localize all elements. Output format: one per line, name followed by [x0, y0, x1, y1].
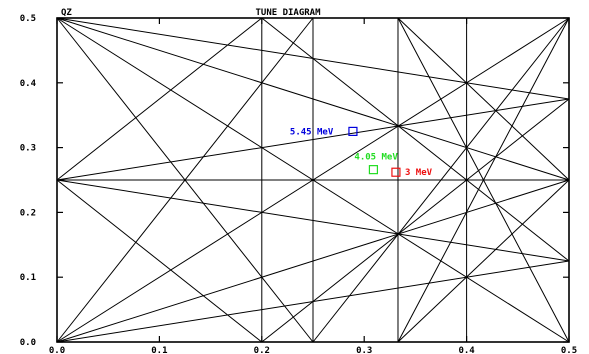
resonance-line-15 [56, 179, 263, 343]
y-tick-label: 0.0 [20, 338, 36, 348]
resonance-line-17 [397, 179, 570, 343]
x-tick-label: 0.0 [49, 346, 65, 354]
resonance-line-18 [397, 17, 570, 181]
resonance-line-12 [56, 179, 570, 262]
resonance-line-13 [56, 98, 570, 181]
resonance-line-6 [56, 17, 570, 343]
chart-title: TUNE DIAGRAM [255, 8, 321, 18]
x-axis: 0.0 0.1 0.2 0.3 0.4 0.5 [49, 18, 577, 354]
y-tick-label: 0.1 [20, 273, 36, 283]
resonance-line-11 [56, 17, 314, 343]
y-axis-label: QZ [61, 8, 72, 18]
tune-point-marker [348, 126, 358, 137]
tune-point-label: 4.05 MeV [354, 153, 398, 163]
tune-point-label: 5.45 MeV [290, 127, 334, 137]
resonance-line-19 [261, 17, 570, 262]
tune-point-marker [368, 165, 379, 175]
tune-points: 5.45 MeV 4.05 MeV 3 MeV [290, 126, 433, 178]
x-tick-label: 0.2 [254, 346, 270, 354]
x-tick-label: 0.3 [356, 346, 372, 354]
resonance-line-14 [56, 17, 263, 181]
y-tick-label: 0.4 [20, 79, 37, 89]
y-tick-label: 0.2 [20, 208, 36, 218]
x-tick-label: 0.4 [458, 346, 475, 354]
resonance-line-5 [56, 17, 570, 181]
y-tick-label: 0.5 [20, 14, 36, 24]
tune-point-marker [391, 167, 401, 177]
resonance-line-9 [56, 179, 570, 343]
x-tick-label: 0.5 [561, 346, 577, 354]
y-axis: 0.0 0.1 0.2 0.3 0.4 0.5 [20, 14, 569, 348]
tune-point-label: 3 MeV [405, 168, 433, 178]
x-tick-label: 0.1 [151, 346, 167, 354]
resonance-line-23 [312, 17, 570, 343]
resonance-line-20 [261, 98, 570, 343]
plot-frame [56, 17, 570, 343]
resonance-line-22 [397, 17, 570, 343]
y-tick-label: 0.3 [20, 144, 36, 154]
resonance-lines [56, 17, 570, 343]
